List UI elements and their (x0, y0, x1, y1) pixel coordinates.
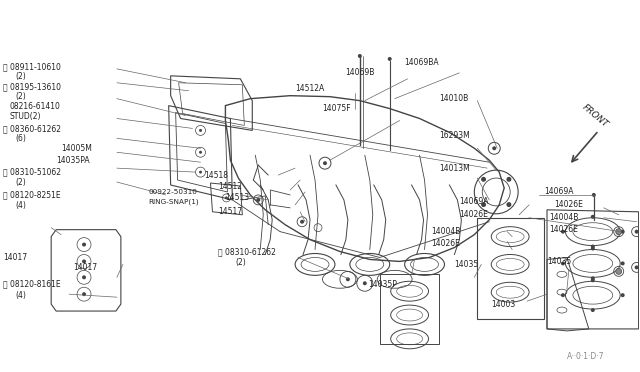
Circle shape (300, 220, 304, 224)
Text: 14026E: 14026E (460, 210, 488, 219)
Text: (2): (2) (236, 258, 246, 267)
Text: FRONT: FRONT (580, 102, 609, 129)
Circle shape (199, 171, 202, 174)
Circle shape (225, 196, 228, 199)
Text: (2): (2) (15, 72, 26, 81)
Text: 14035PA: 14035PA (56, 156, 90, 165)
Text: ⓝ 08911-10610: ⓝ 08911-10610 (3, 62, 61, 71)
Text: 14035: 14035 (547, 257, 572, 266)
Circle shape (481, 177, 486, 182)
Text: 14013M: 14013M (440, 164, 470, 173)
Circle shape (492, 146, 496, 150)
Circle shape (82, 275, 86, 279)
Circle shape (591, 276, 595, 280)
Text: (6): (6) (15, 134, 26, 143)
Text: Ⓑ 08360-61262: Ⓑ 08360-61262 (3, 124, 61, 133)
Text: 14017: 14017 (3, 253, 28, 262)
Text: STUD(2): STUD(2) (10, 112, 41, 121)
Text: 14004B: 14004B (549, 213, 579, 222)
Text: 14518: 14518 (205, 171, 228, 180)
Text: Ⓑ 08310-61262: Ⓑ 08310-61262 (218, 247, 276, 256)
Text: 14512A: 14512A (295, 84, 324, 93)
Circle shape (592, 193, 596, 197)
Circle shape (388, 57, 392, 61)
Text: 08216-61410: 08216-61410 (10, 102, 60, 111)
Text: 14026E: 14026E (431, 239, 460, 248)
Text: Ⓑ 08120-8161E: Ⓑ 08120-8161E (3, 280, 61, 289)
Circle shape (506, 202, 511, 207)
Text: 00922-50310: 00922-50310 (148, 189, 198, 195)
Text: A··0·1·D·7: A··0·1·D·7 (567, 352, 604, 361)
Circle shape (323, 161, 327, 165)
Circle shape (199, 151, 202, 154)
Text: 14026E: 14026E (554, 201, 583, 209)
Text: 14069BA: 14069BA (404, 58, 439, 67)
Text: 14004B: 14004B (431, 227, 461, 236)
Circle shape (591, 247, 595, 250)
Text: 14026E: 14026E (549, 225, 578, 234)
Circle shape (199, 129, 202, 132)
Circle shape (82, 292, 86, 296)
Text: (2): (2) (15, 92, 26, 101)
Circle shape (621, 293, 625, 297)
Text: RING-SNAP(1): RING-SNAP(1) (148, 199, 200, 205)
Text: 14035P: 14035P (368, 280, 397, 289)
Text: 14069B: 14069B (345, 68, 374, 77)
Circle shape (481, 202, 486, 207)
Circle shape (561, 262, 565, 265)
Text: 14010B: 14010B (440, 94, 468, 103)
Text: 14035: 14035 (454, 260, 479, 269)
Circle shape (635, 265, 639, 269)
Text: 14003: 14003 (492, 299, 515, 309)
Circle shape (591, 278, 595, 282)
Circle shape (358, 54, 362, 58)
Text: Ⓢ 08310-51062: Ⓢ 08310-51062 (3, 168, 61, 177)
Circle shape (591, 215, 595, 219)
Circle shape (561, 230, 565, 234)
Text: 14075F: 14075F (322, 104, 351, 113)
Text: 14069A: 14069A (544, 187, 573, 196)
Text: (2): (2) (15, 177, 26, 186)
Text: 14513: 14513 (225, 193, 250, 202)
Circle shape (346, 277, 350, 281)
Circle shape (616, 229, 621, 235)
Circle shape (561, 293, 565, 297)
Circle shape (256, 198, 260, 202)
Circle shape (506, 177, 511, 182)
Circle shape (621, 262, 625, 265)
Text: (4): (4) (15, 201, 26, 210)
Text: (4): (4) (15, 291, 26, 300)
Text: 14017: 14017 (73, 263, 97, 272)
Text: 14517: 14517 (218, 207, 243, 216)
Text: 14512: 14512 (218, 182, 243, 190)
Circle shape (616, 268, 621, 274)
Circle shape (591, 244, 595, 248)
Circle shape (591, 308, 595, 312)
Circle shape (82, 259, 86, 263)
Circle shape (363, 281, 367, 285)
Text: 14069A: 14069A (460, 198, 489, 206)
Circle shape (635, 230, 639, 234)
Text: Ⓧ 08195-13610: Ⓧ 08195-13610 (3, 82, 61, 91)
Text: 14005M: 14005M (61, 144, 92, 153)
Text: 16293M: 16293M (440, 131, 470, 140)
Circle shape (82, 243, 86, 247)
Text: Ⓑ 08120-8251E: Ⓑ 08120-8251E (3, 190, 61, 199)
Circle shape (621, 230, 625, 234)
